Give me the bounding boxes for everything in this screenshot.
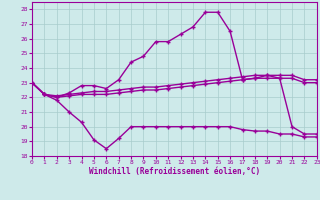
X-axis label: Windchill (Refroidissement éolien,°C): Windchill (Refroidissement éolien,°C) [89,167,260,176]
